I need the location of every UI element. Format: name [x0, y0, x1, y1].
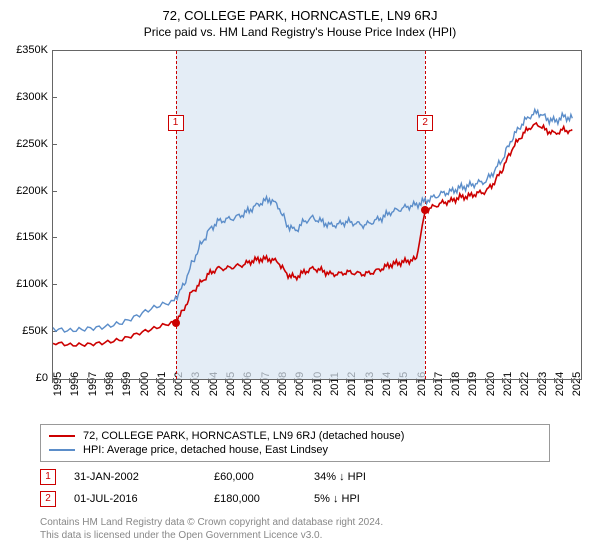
sale-row: 2 01-JUL-2016£180,0005% ↓ HPI	[40, 488, 434, 510]
footer-line-1: Contains HM Land Registry data © Crown c…	[40, 516, 383, 529]
sale-row-delta: 34% ↓ HPI	[314, 471, 434, 483]
sale-row-delta: 5% ↓ HPI	[314, 493, 434, 505]
series-line-red	[53, 123, 572, 346]
legend-label: HPI: Average price, detached house, East…	[83, 444, 328, 456]
sale-table: 1 31-JAN-2002£60,00034% ↓ HPI 2 01-JUL-2016…	[40, 466, 434, 510]
sale-marker-label: 2	[417, 115, 433, 131]
legend-row: 72, COLLEGE PARK, HORNCASTLE, LN9 6RJ (d…	[49, 429, 541, 443]
y-tick-label: £100K	[16, 278, 48, 290]
sale-row-marker: 1	[40, 469, 56, 485]
chart-subtitle: Price paid vs. HM Land Registry's House …	[0, 23, 600, 45]
legend-swatch	[49, 435, 75, 437]
sale-row: 1 31-JAN-2002£60,00034% ↓ HPI	[40, 466, 434, 488]
plot-area: 12	[52, 50, 582, 380]
y-tick-label: £50K	[22, 325, 48, 337]
plot-inner: 12	[53, 51, 581, 379]
footer-line-2: This data is licensed under the Open Gov…	[40, 529, 383, 542]
chart-container: 72, COLLEGE PARK, HORNCASTLE, LN9 6RJ Pr…	[0, 0, 600, 560]
sale-row-date: 31-JAN-2002	[74, 471, 214, 483]
y-tick-label: £0	[36, 372, 48, 384]
y-tick-label: £350K	[16, 44, 48, 56]
legend: 72, COLLEGE PARK, HORNCASTLE, LN9 6RJ (d…	[40, 424, 550, 462]
footer-attribution: Contains HM Land Registry data © Crown c…	[40, 516, 383, 542]
sale-marker-label: 1	[168, 115, 184, 131]
chart-title: 72, COLLEGE PARK, HORNCASTLE, LN9 6RJ	[0, 0, 600, 23]
sale-row-date: 01-JUL-2016	[74, 493, 214, 505]
y-tick-label: £300K	[16, 91, 48, 103]
sale-row-price: £180,000	[214, 493, 314, 505]
legend-swatch	[49, 449, 75, 451]
series-line-blue	[53, 110, 572, 333]
y-tick-label: £150K	[16, 231, 48, 243]
legend-row: HPI: Average price, detached house, East…	[49, 443, 541, 457]
sale-row-marker: 2	[40, 491, 56, 507]
sale-marker-dot	[421, 206, 429, 214]
sale-row-price: £60,000	[214, 471, 314, 483]
sale-marker-dot	[172, 319, 180, 327]
legend-label: 72, COLLEGE PARK, HORNCASTLE, LN9 6RJ (d…	[83, 430, 404, 442]
line-series-svg	[53, 51, 581, 379]
y-tick-label: £250K	[16, 138, 48, 150]
y-tick-label: £200K	[16, 185, 48, 197]
